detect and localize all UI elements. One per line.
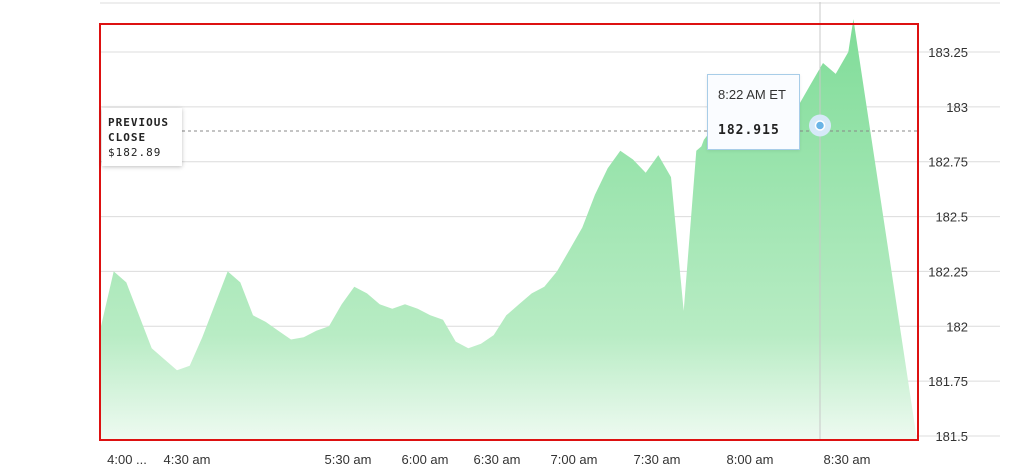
x-axis: 4:00 ... 4:30 am 5:30 am 6:00 am 6:30 am 7:00…	[107, 452, 870, 466]
y-tick-label: 182.75	[928, 155, 968, 170]
x-tick-label: 7:30 am	[634, 452, 681, 466]
x-tick-label: 8:30 am	[824, 452, 871, 466]
previous-close-value: $182.89	[108, 146, 162, 159]
x-tick-label: 4:00 ...	[107, 452, 147, 466]
previous-close-line2: CLOSE	[108, 131, 147, 144]
tooltip-time: 8:22 AM ET	[718, 87, 786, 102]
x-tick-label: 8:00 am	[727, 452, 774, 466]
previous-close-line1: PREVIOUS	[108, 116, 169, 129]
previous-close-label: PREVIOUS CLOSE $182.89	[102, 108, 182, 166]
x-tick-label: 7:00 am	[551, 452, 598, 466]
tooltip-value: 182.915	[718, 123, 780, 138]
highlight-frame	[99, 23, 919, 441]
x-tick-label: 6:30 am	[474, 452, 521, 466]
hover-tooltip: 8:22 AM ET 182.915	[707, 74, 800, 150]
y-tick-label: 182.25	[928, 264, 968, 279]
y-tick-label: 183	[946, 100, 968, 115]
x-tick-label: 4:30 am	[164, 452, 211, 466]
y-tick-label: 181.75	[928, 374, 968, 389]
x-tick-label: 5:30 am	[325, 452, 372, 466]
price-area	[101, 19, 917, 440]
y-axis: 183.25 183 182.75 182.5 182.25 182 181.75 181.5	[928, 45, 968, 444]
y-tick-label: 183.25	[928, 45, 968, 60]
hover-marker	[814, 120, 826, 131]
x-tick-label: 6:00 am	[402, 452, 449, 466]
y-tick-label: 182	[946, 319, 968, 334]
y-tick-label: 182.5	[935, 210, 968, 225]
y-tick-label: 181.5	[935, 429, 968, 444]
